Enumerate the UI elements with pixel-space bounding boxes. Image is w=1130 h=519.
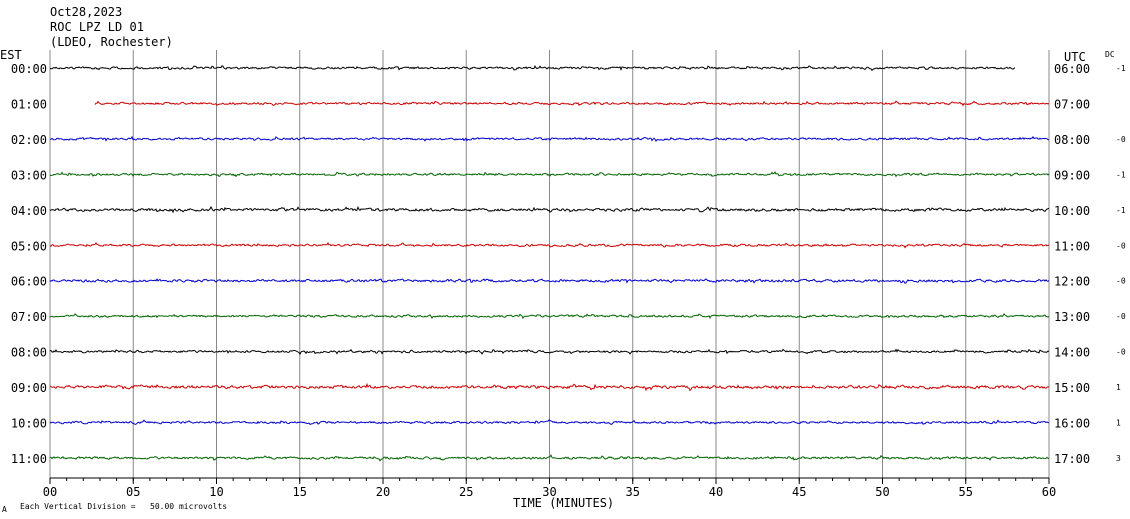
est-time-label: 06:00 <box>11 275 47 289</box>
dc-offset-label: -0 <box>1116 241 1126 250</box>
utc-time-label: 13:00 <box>1054 310 1090 324</box>
seismic-trace <box>49 205 1050 214</box>
utc-time-label: 11:00 <box>1054 239 1090 253</box>
est-time-label: 03:00 <box>11 168 47 182</box>
est-time-label: 08:00 <box>11 346 47 360</box>
est-time-label: 07:00 <box>11 310 47 324</box>
x-tick-label: 55 <box>959 485 973 499</box>
seismic-trace <box>49 171 1050 178</box>
utc-time-label: 10:00 <box>1054 204 1090 218</box>
dc-offset-label: -1 <box>1116 170 1126 179</box>
utc-time-label: 15:00 <box>1054 381 1090 395</box>
corner-mark: A <box>2 505 7 514</box>
dc-offset-label: 3 <box>1116 454 1121 463</box>
x-tick-label: 35 <box>626 485 640 499</box>
est-time-label: 02:00 <box>11 133 47 147</box>
seismic-trace <box>49 278 1050 284</box>
seismic-trace <box>49 419 1050 426</box>
utc-time-label: 17:00 <box>1054 452 1090 466</box>
utc-time-label: 14:00 <box>1054 346 1090 360</box>
x-tick-label: 30 <box>542 485 556 499</box>
x-tick-label: 45 <box>792 485 806 499</box>
dc-offset-label: -0 <box>1116 135 1126 144</box>
dc-offset-label: -0 <box>1116 348 1126 357</box>
date-label: Oct28,2023 <box>50 5 123 19</box>
dc-offset-label: -1 <box>1116 64 1126 73</box>
est-time-label: 11:00 <box>11 452 47 466</box>
seismic-trace <box>49 241 1050 249</box>
left-timezone-label: EST <box>0 48 22 62</box>
dc-offset-label: -0 <box>1116 277 1126 286</box>
est-time-label: 01:00 <box>11 97 47 111</box>
est-time-label: 04:00 <box>11 204 47 218</box>
seismic-trace <box>94 100 1050 107</box>
x-tick-label: 20 <box>376 485 390 499</box>
seismic-trace <box>49 313 1050 320</box>
network-label: (LDEO, Rochester) <box>50 35 173 49</box>
seismic-trace <box>49 65 1016 72</box>
est-time-label: 10:00 <box>11 417 47 431</box>
x-tick-label: 40 <box>709 485 723 499</box>
dc-offset-label: -1 <box>1116 206 1126 215</box>
est-time-label: 05:00 <box>11 239 47 253</box>
station-label: ROC LPZ LD 01 <box>50 20 144 34</box>
x-tick-label: 00 <box>43 485 57 499</box>
right-timezone-label: UTC <box>1064 50 1086 64</box>
dc-offset-label: -0 <box>1116 312 1126 321</box>
x-axis-title: TIME (MINUTES) <box>513 496 615 510</box>
dc-offset-label: 1 <box>1116 419 1121 428</box>
x-tick-label: 25 <box>459 485 473 499</box>
x-tick-label: 10 <box>209 485 223 499</box>
dc-offset-label: 1 <box>1116 383 1121 392</box>
x-tick-label: 50 <box>875 485 889 499</box>
x-tick-label: 05 <box>126 485 140 499</box>
seismic-trace <box>49 348 1050 356</box>
seismic-trace <box>49 454 1050 462</box>
seismic-trace <box>49 382 1050 392</box>
x-tick-label: 60 <box>1042 485 1056 499</box>
dc-header-label: DC <box>1105 50 1115 59</box>
utc-time-label: 07:00 <box>1054 97 1090 111</box>
utc-time-label: 08:00 <box>1054 133 1090 147</box>
est-time-label: 09:00 <box>11 381 47 395</box>
utc-time-label: 12:00 <box>1054 275 1090 289</box>
scale-note: Each Vertical Division = 50.00 microvolt… <box>20 502 228 511</box>
seismic-trace <box>49 135 1050 143</box>
utc-time-label: 09:00 <box>1054 168 1090 182</box>
utc-time-label: 06:00 <box>1054 62 1090 76</box>
x-tick-label: 15 <box>293 485 307 499</box>
utc-time-label: 16:00 <box>1054 417 1090 431</box>
est-time-label: 00:00 <box>11 62 47 76</box>
